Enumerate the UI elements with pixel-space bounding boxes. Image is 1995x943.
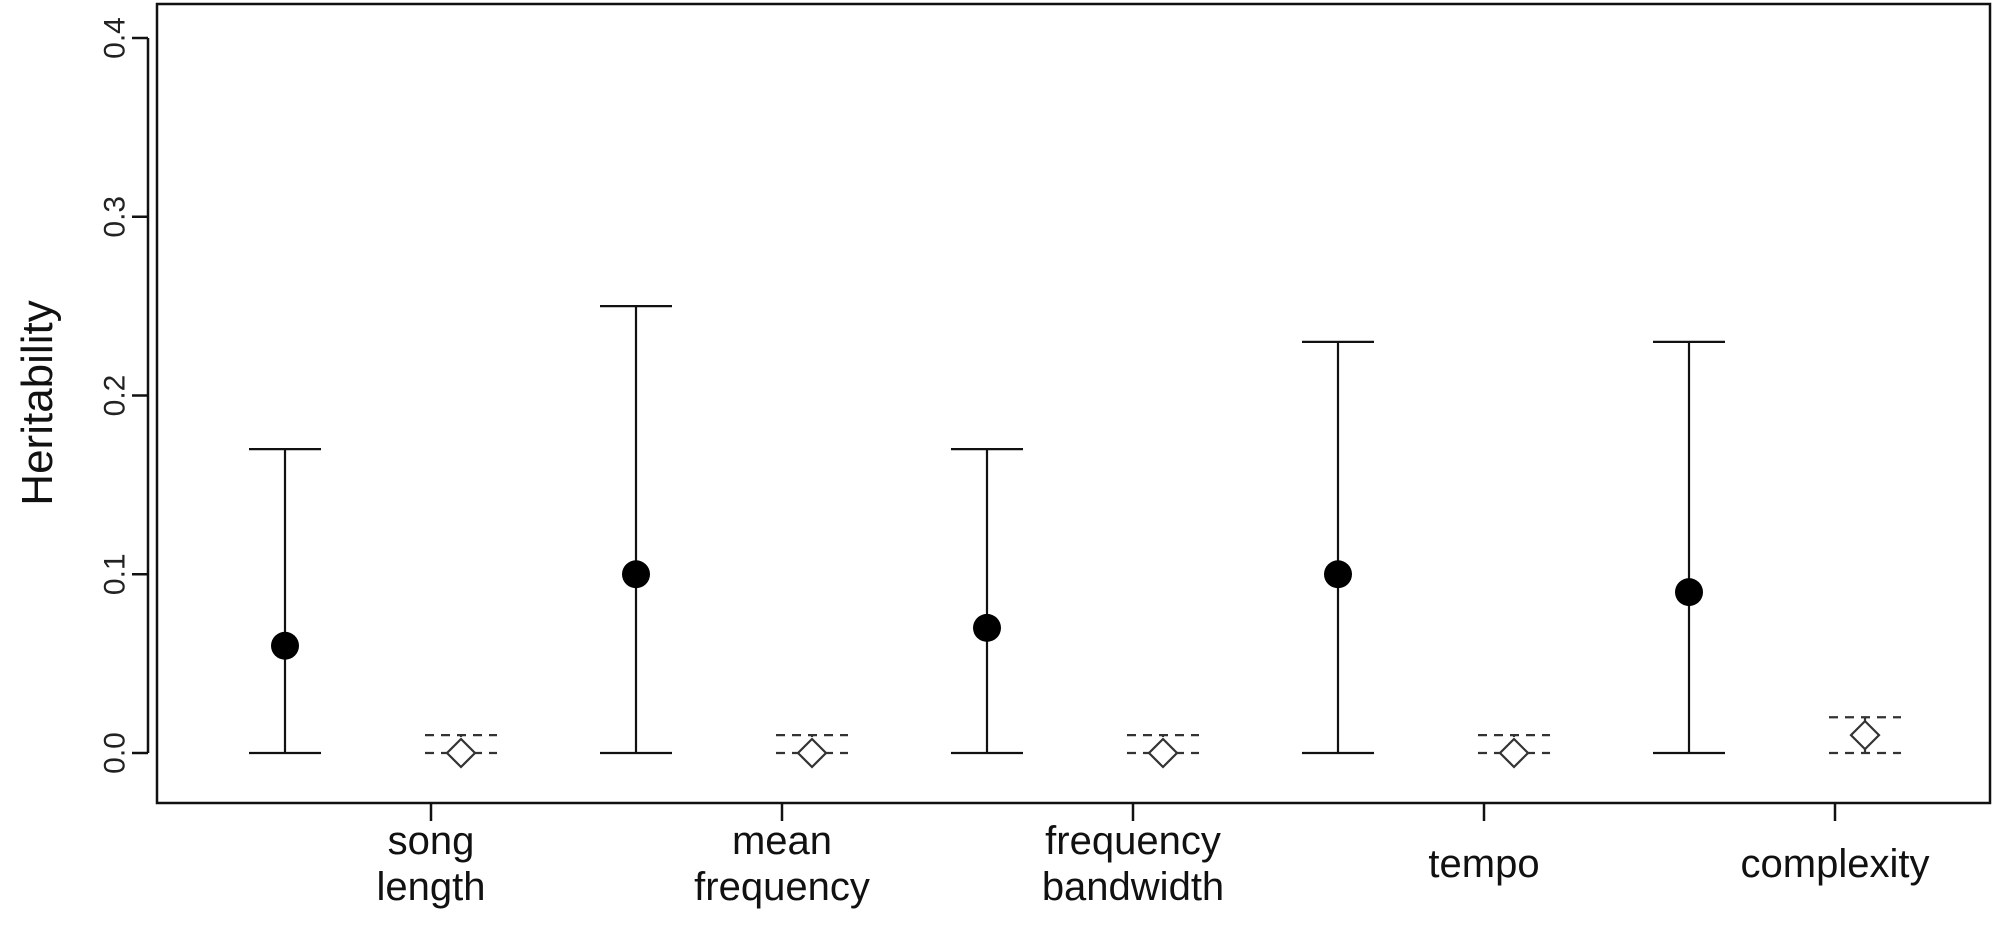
category-label: tempo [1428,842,1539,886]
error-bar [1302,340,1374,755]
y-axis-title: Heritability [13,300,62,505]
category-label: frequency [694,865,870,909]
plot-frame [155,2,1992,805]
data-point [973,613,1001,642]
data-point [622,560,650,589]
y-tick-label: 0.1 [99,553,132,595]
error-bar [600,305,672,755]
data-point [271,631,299,660]
data-point [1324,560,1352,589]
category-label: mean [732,819,832,863]
y-tick-label: 0.2 [99,375,132,417]
data-point [1498,737,1530,769]
category-label: song [388,819,475,863]
error-bar [249,448,321,755]
data-point [1675,578,1703,607]
category-label: complexity [1741,842,1930,886]
x-axis: songlengthmeanfrequencyfrequencybandwidt… [377,803,1930,909]
y-tick-label: 0.3 [99,196,132,238]
error-bar [951,448,1023,755]
data-point [796,737,828,769]
category-label: length [377,865,486,909]
data-point [1849,719,1881,751]
series-layer [249,305,1901,769]
y-tick-label: 0.4 [99,17,132,59]
data-point [445,737,477,769]
category-label: bandwidth [1042,865,1224,909]
y-axis: 0.0 0.1 0.2 0.3 0.4 [99,17,150,774]
error-bar [1653,340,1725,755]
y-tick-label: 0.0 [99,732,132,774]
data-point [1147,737,1179,769]
category-label: frequency [1045,819,1221,863]
